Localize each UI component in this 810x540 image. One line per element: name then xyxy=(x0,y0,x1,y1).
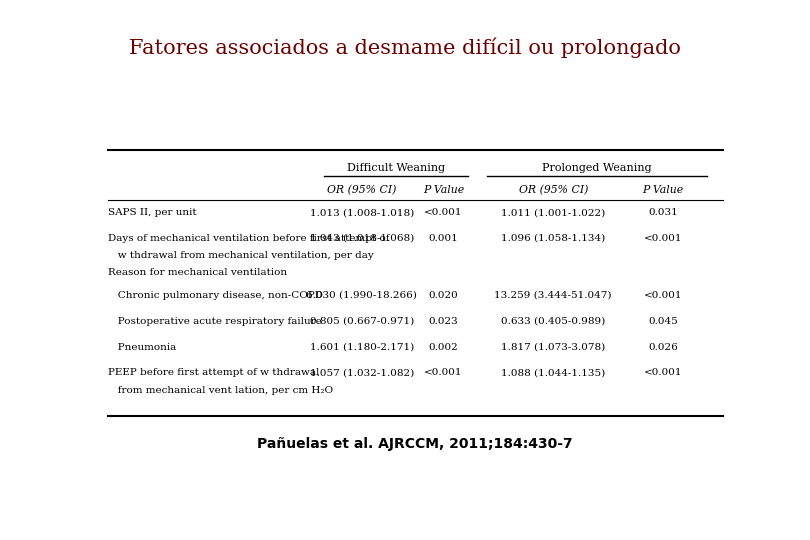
Text: Chronic pulmonary disease, non-COPD: Chronic pulmonary disease, non-COPD xyxy=(108,291,322,300)
Text: <0.001: <0.001 xyxy=(424,368,463,377)
Text: 1.817 (1.073-3.078): 1.817 (1.073-3.078) xyxy=(501,342,605,352)
Text: PEEP before first attempt of w thdrawal: PEEP before first attempt of w thdrawal xyxy=(108,368,319,377)
Text: 6.030 (1.990-18.266): 6.030 (1.990-18.266) xyxy=(306,291,417,300)
Text: 1.043 (1.018-1.068): 1.043 (1.018-1.068) xyxy=(309,234,414,243)
Text: P Value: P Value xyxy=(642,185,684,195)
Text: Prolonged Weaning: Prolonged Weaning xyxy=(543,163,652,173)
Text: 1.011 (1.001-1.022): 1.011 (1.001-1.022) xyxy=(501,208,605,217)
Text: Pañuelas et al. AJRCCM, 2011;184:430-7: Pañuelas et al. AJRCCM, 2011;184:430-7 xyxy=(258,437,573,451)
Text: 0.805 (0.667-0.971): 0.805 (0.667-0.971) xyxy=(309,317,414,326)
Text: Pneumonia: Pneumonia xyxy=(108,342,176,352)
Text: OR (95% CI): OR (95% CI) xyxy=(518,185,588,195)
Text: 0.031: 0.031 xyxy=(648,208,678,217)
Text: 0.020: 0.020 xyxy=(428,291,458,300)
Text: 0.026: 0.026 xyxy=(648,342,678,352)
Text: Difficult Weaning: Difficult Weaning xyxy=(347,163,446,173)
Text: 1.057 (1.032-1.082): 1.057 (1.032-1.082) xyxy=(309,368,414,377)
Text: Postoperative acute respiratory failure: Postoperative acute respiratory failure xyxy=(108,317,322,326)
Text: 1.601 (1.180-2.171): 1.601 (1.180-2.171) xyxy=(309,342,414,352)
Text: <0.001: <0.001 xyxy=(644,368,682,377)
Text: 13.259 (3.444-51.047): 13.259 (3.444-51.047) xyxy=(494,291,612,300)
Text: Days of mechanical ventilation before first attempt of: Days of mechanical ventilation before fi… xyxy=(108,234,389,243)
Text: OR (95% CI): OR (95% CI) xyxy=(327,185,396,195)
Text: from mechanical vent lation, per cm H₂O: from mechanical vent lation, per cm H₂O xyxy=(108,386,333,395)
Text: 1.096 (1.058-1.134): 1.096 (1.058-1.134) xyxy=(501,234,605,243)
Text: Reason for mechanical ventilation: Reason for mechanical ventilation xyxy=(108,268,287,277)
Text: 0.002: 0.002 xyxy=(428,342,458,352)
Text: <0.001: <0.001 xyxy=(644,234,682,243)
Text: P Value: P Value xyxy=(423,185,464,195)
Text: 1.088 (1.044-1.135): 1.088 (1.044-1.135) xyxy=(501,368,605,377)
Text: 0.001: 0.001 xyxy=(428,234,458,243)
Text: <0.001: <0.001 xyxy=(644,291,682,300)
Text: 0.023: 0.023 xyxy=(428,317,458,326)
Text: 0.045: 0.045 xyxy=(648,317,678,326)
Text: 0.633 (0.405-0.989): 0.633 (0.405-0.989) xyxy=(501,317,605,326)
Text: SAPS II, per unit: SAPS II, per unit xyxy=(108,208,196,217)
Text: <0.001: <0.001 xyxy=(424,208,463,217)
Text: 1.013 (1.008-1.018): 1.013 (1.008-1.018) xyxy=(309,208,414,217)
Text: Fatores associados a desmame difícil ou prolongado: Fatores associados a desmame difícil ou … xyxy=(129,38,681,58)
Text: w thdrawal from mechanical ventilation, per day: w thdrawal from mechanical ventilation, … xyxy=(108,252,373,260)
